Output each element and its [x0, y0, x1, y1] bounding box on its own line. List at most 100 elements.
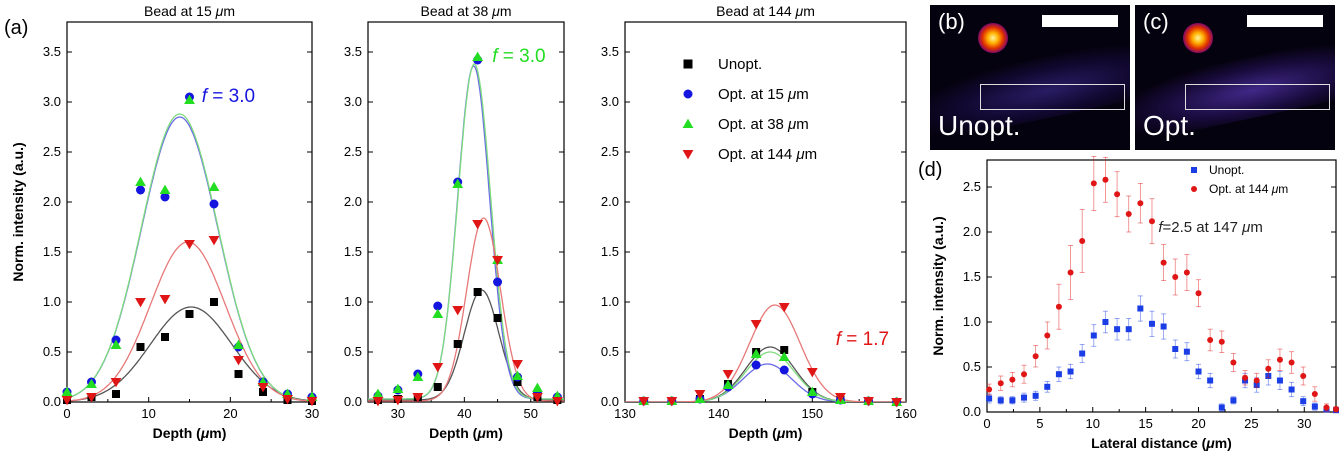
x-tick-label: 130 — [614, 406, 636, 421]
data-point — [1021, 394, 1028, 401]
image-panel-c: (c) Opt. — [1135, 5, 1335, 150]
plot-title: Bead at 144 μm — [716, 3, 815, 19]
y-tick-label: 2.0 — [963, 224, 981, 239]
data-point — [1125, 211, 1132, 217]
y-tick-label: 3.0 — [601, 94, 619, 109]
data-point — [1160, 259, 1167, 266]
data-point — [1079, 238, 1086, 244]
y-tick-label: 0.5 — [344, 344, 362, 359]
y-tick-label: 0.0 — [344, 394, 362, 409]
data-point — [61, 386, 73, 397]
x-tick-label: 20 — [223, 406, 237, 421]
data-point — [135, 297, 146, 308]
data-point — [1276, 356, 1283, 363]
data-point — [306, 396, 318, 407]
data-point — [1333, 406, 1339, 413]
roi-box — [980, 84, 1125, 110]
data-point — [1288, 386, 1295, 393]
data-point — [110, 377, 122, 388]
data-point — [233, 339, 244, 350]
data-point — [1055, 303, 1062, 310]
x-tick-label: 20 — [1191, 416, 1205, 431]
data-point — [159, 184, 171, 195]
data-point — [1021, 371, 1028, 378]
x-tick-label: 40 — [457, 406, 471, 421]
data-point — [282, 394, 293, 405]
data-point — [136, 185, 145, 195]
data-point — [750, 319, 762, 330]
data-point — [493, 277, 503, 287]
series-3 — [638, 302, 903, 408]
data-point — [472, 51, 484, 62]
x-tick-label: 30 — [1297, 416, 1311, 431]
data-point — [1195, 368, 1202, 375]
plot-title: Bead at 38 μm — [421, 3, 512, 19]
annotation: f = 1.7 — [836, 329, 889, 350]
data-point — [209, 199, 219, 209]
data-point — [1300, 373, 1307, 379]
series-2 — [638, 348, 903, 407]
y-tick-label: 1.5 — [601, 244, 619, 259]
data-point — [233, 355, 244, 366]
data-point — [1079, 350, 1086, 357]
legend-label: Unopt. — [1209, 163, 1244, 177]
data-point — [638, 396, 650, 407]
data-point — [184, 239, 195, 250]
data-point — [806, 386, 818, 397]
series-0 — [63, 298, 316, 405]
data-point — [1044, 332, 1051, 339]
fit-curve — [625, 304, 906, 402]
series-0 — [639, 346, 901, 406]
x-axis-label: Depth (μm) — [153, 425, 227, 441]
data-point — [1191, 186, 1197, 192]
data-point — [1230, 397, 1237, 404]
series-1 — [986, 155, 1339, 413]
data-point — [86, 392, 97, 403]
data-point — [452, 178, 464, 189]
data-point — [1195, 290, 1202, 297]
y-tick-label: 0.0 — [43, 394, 61, 409]
data-point — [778, 302, 790, 313]
y-tick-label: 1.5 — [43, 244, 61, 259]
data-point — [184, 94, 195, 105]
series-1 — [373, 55, 562, 402]
fit-curve — [67, 306, 312, 402]
data-point — [1253, 377, 1260, 384]
data-point — [1191, 167, 1197, 173]
legend-label: Opt. at 38 μm — [718, 116, 809, 133]
data-point — [61, 395, 73, 406]
data-point — [683, 59, 693, 69]
y-tick-label: 2.5 — [344, 144, 362, 159]
data-point — [532, 382, 543, 393]
x-tick-label: 10 — [141, 406, 155, 421]
data-point — [1300, 398, 1307, 405]
legend-label: Unopt. — [718, 56, 762, 73]
y-axis-label: Norm. intensity (a.u.) — [10, 142, 26, 281]
panel-label-a: (a) — [4, 17, 28, 39]
bead-spot — [1183, 23, 1213, 53]
data-point — [112, 390, 120, 398]
data-point — [513, 378, 522, 386]
x-axis-label: Depth (μm) — [429, 425, 503, 441]
data-point — [532, 392, 543, 403]
x-tick-label: 5 — [1036, 416, 1043, 431]
roi-box — [1185, 84, 1330, 110]
fit-curve — [625, 351, 906, 402]
x-tick-label: 50 — [524, 406, 538, 421]
data-point — [863, 396, 874, 407]
data-point — [161, 333, 169, 341]
scale-bar — [1042, 15, 1118, 27]
data-point — [1160, 323, 1167, 330]
data-point — [694, 389, 706, 400]
y-tick-label: 1.0 — [43, 294, 61, 309]
data-point — [1311, 403, 1318, 410]
y-tick-label: 2.0 — [43, 194, 61, 209]
y-tick-label: 2.0 — [601, 194, 619, 209]
panel-label-c: (c) — [1143, 9, 1169, 34]
data-point — [512, 370, 523, 381]
data-point — [1114, 191, 1121, 198]
image-label-opt: Opt. — [1143, 110, 1196, 141]
data-point — [1090, 180, 1097, 187]
series-2 — [372, 51, 563, 401]
data-point — [1114, 326, 1121, 333]
